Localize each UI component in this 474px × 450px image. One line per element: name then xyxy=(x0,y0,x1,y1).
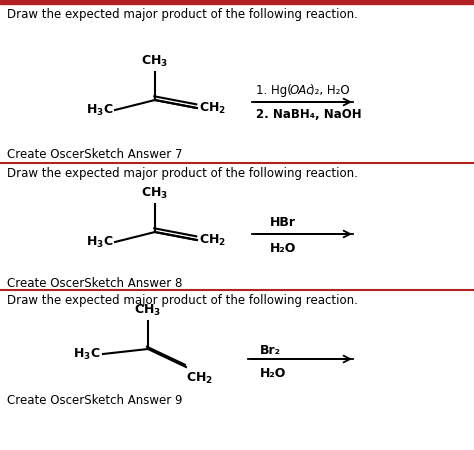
Text: $\mathregular{CH_3}$: $\mathregular{CH_3}$ xyxy=(141,54,169,69)
Text: $\mathregular{CH_3}$: $\mathregular{CH_3}$ xyxy=(135,303,162,318)
Text: $\mathregular{H_3C}$: $\mathregular{H_3C}$ xyxy=(86,103,113,117)
Text: $\mathregular{CH_2}$: $\mathregular{CH_2}$ xyxy=(199,233,226,248)
Text: OAc: OAc xyxy=(290,84,314,97)
Text: Create OscerSketch Answer 8: Create OscerSketch Answer 8 xyxy=(7,277,182,290)
Text: Br₂: Br₂ xyxy=(260,344,281,357)
Text: 1. Hg(: 1. Hg( xyxy=(256,84,292,97)
Text: Create OscerSketch Answer 7: Create OscerSketch Answer 7 xyxy=(7,148,182,161)
Text: 2. NaBH₄, NaOH: 2. NaBH₄, NaOH xyxy=(256,108,362,121)
Text: Create OscerSketch Answer 9: Create OscerSketch Answer 9 xyxy=(7,394,182,407)
Text: $\mathregular{CH_3}$: $\mathregular{CH_3}$ xyxy=(141,186,169,201)
Text: $\mathregular{CH_2}$: $\mathregular{CH_2}$ xyxy=(199,100,226,116)
Text: $\mathregular{CH_2}$: $\mathregular{CH_2}$ xyxy=(186,371,213,386)
Text: $\mathregular{H_3C}$: $\mathregular{H_3C}$ xyxy=(86,234,113,250)
Text: Draw the expected major product of the following reaction.: Draw the expected major product of the f… xyxy=(7,167,358,180)
Text: Draw the expected major product of the following reaction.: Draw the expected major product of the f… xyxy=(7,8,358,21)
Text: Draw the expected major product of the following reaction.: Draw the expected major product of the f… xyxy=(7,294,358,307)
Text: H₂O: H₂O xyxy=(260,367,286,380)
Text: $\mathregular{H_3C}$: $\mathregular{H_3C}$ xyxy=(73,346,100,361)
Text: H₂O: H₂O xyxy=(270,242,296,255)
Bar xyxy=(0,0,474,4)
Text: )₂, H₂O: )₂, H₂O xyxy=(310,84,350,97)
Text: HBr: HBr xyxy=(270,216,296,229)
